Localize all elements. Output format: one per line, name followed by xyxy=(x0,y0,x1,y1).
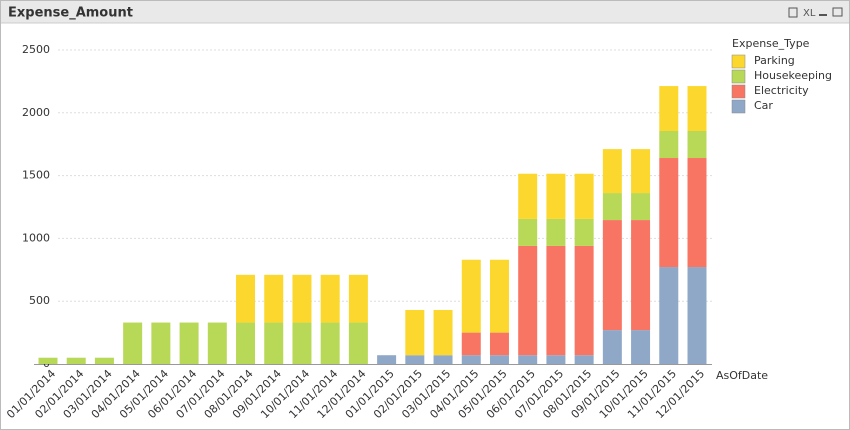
legend-label: Housekeeping xyxy=(754,69,832,82)
bar-segment xyxy=(461,355,481,364)
legend-swatch xyxy=(731,84,746,99)
bar-segment xyxy=(546,173,566,219)
bar-segment xyxy=(489,332,509,356)
bar-segment xyxy=(207,322,227,364)
bar-segment xyxy=(687,267,707,364)
bar-segment xyxy=(631,330,651,364)
bar-segment xyxy=(574,173,594,219)
bar-segment xyxy=(546,218,566,246)
legend-swatch xyxy=(731,99,746,114)
title-bar xyxy=(1,1,849,23)
bar-segment xyxy=(687,131,707,159)
y-tick-label: 1000 xyxy=(22,231,50,244)
xl-button[interactable]: XL xyxy=(803,8,816,19)
bar-segment xyxy=(320,322,340,364)
bar-segment xyxy=(574,218,594,246)
bar-segment xyxy=(631,220,651,331)
bar-segment xyxy=(518,245,538,356)
legend-swatch xyxy=(731,54,746,69)
bar-segment xyxy=(602,220,622,331)
bar-segment xyxy=(292,322,312,364)
bar-segment xyxy=(631,149,651,194)
bar-segment xyxy=(659,131,679,159)
y-tick-label: 2500 xyxy=(22,43,50,56)
bar-segment xyxy=(264,274,284,323)
bar-segment xyxy=(179,322,199,364)
bar-segment xyxy=(461,332,481,356)
bar-segment xyxy=(489,259,509,333)
window-title: Expense_Amount xyxy=(8,6,133,21)
x-axis-label: AsOfDate xyxy=(716,369,768,382)
bar-segment xyxy=(236,322,256,364)
legend-label: Parking xyxy=(754,54,795,67)
bar-segment xyxy=(687,86,707,132)
bar-segment xyxy=(348,274,368,323)
y-tick-label: 1500 xyxy=(22,169,50,182)
bar-segment xyxy=(659,267,679,364)
bar-segment xyxy=(123,322,143,364)
y-tick-label: 2000 xyxy=(22,106,50,119)
bar-segment xyxy=(546,245,566,356)
bar-segment xyxy=(236,274,256,323)
bar-segment xyxy=(659,86,679,132)
legend-label: Car xyxy=(754,99,773,112)
bar-segment xyxy=(518,355,538,364)
legend-swatch xyxy=(731,69,746,84)
bar-segment xyxy=(631,193,651,221)
bar-segment xyxy=(264,322,284,364)
bar-segment xyxy=(602,149,622,194)
bar-segment xyxy=(377,355,397,364)
print-icon[interactable] xyxy=(788,7,798,18)
bar-segment xyxy=(602,193,622,221)
bar-segment xyxy=(292,274,312,323)
bar-segment xyxy=(489,355,509,364)
bar-segment xyxy=(66,357,86,364)
minimize-button[interactable] xyxy=(819,14,827,16)
legend-title: Expense_Type xyxy=(732,37,810,50)
bar-segment xyxy=(38,357,58,364)
maximize-button[interactable] xyxy=(832,7,843,17)
bar-segment xyxy=(151,322,171,364)
bar-segment xyxy=(433,355,453,364)
bar-segment xyxy=(461,259,481,333)
bar-segment xyxy=(94,357,114,364)
bar-segment xyxy=(687,158,707,268)
bar-segment xyxy=(433,309,453,356)
bar-segment xyxy=(320,274,340,323)
bar-segment xyxy=(518,173,538,219)
y-tick-label: 500 xyxy=(29,294,50,307)
bar-segment xyxy=(574,355,594,364)
legend-label: Electricity xyxy=(754,84,809,97)
bar-segment xyxy=(518,218,538,246)
bar-segment xyxy=(405,355,425,364)
bar-segment xyxy=(574,245,594,356)
bar-segment xyxy=(602,330,622,364)
bar-segment xyxy=(348,322,368,364)
bar-segment xyxy=(546,355,566,364)
bar-segment xyxy=(405,309,425,356)
bar-segment xyxy=(659,158,679,268)
